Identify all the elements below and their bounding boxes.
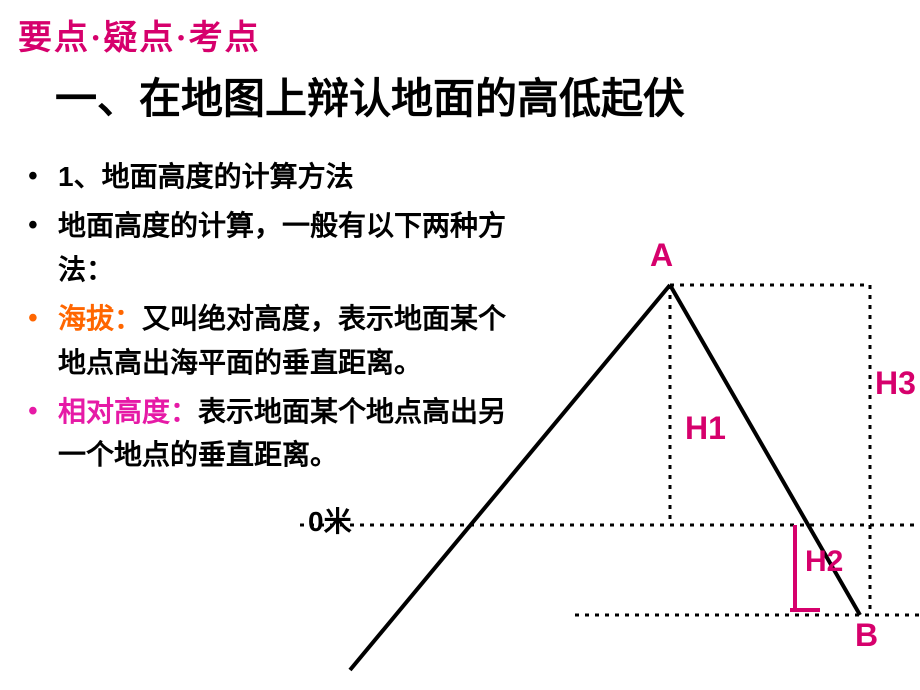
body: 地面高度的计算方法 (102, 161, 354, 192)
height-diagram: A H1 H3 H2 B 0米 (300, 215, 920, 685)
diagram-label-H2: H2 (805, 545, 843, 579)
diagram-label-H1: H1 (685, 410, 726, 447)
bullet-item: • 1、地面高度的计算方法 (28, 155, 528, 198)
slide: 要点·疑点·考点 一、在地图上辩认地面的高低起伏 • 1、地面高度的计算方法 •… (0, 0, 920, 690)
header-text: 要点·疑点·考点 (18, 10, 261, 59)
term: 1、 (58, 161, 102, 192)
diagram-line-mt-left (350, 285, 670, 670)
term: 海拔： (58, 303, 142, 334)
bullet-marker: • (28, 390, 58, 477)
term: 相对高度： (58, 396, 198, 427)
diagram-label-A: A (650, 237, 673, 274)
slide-title: 一、在地图上辩认地面的高低起伏 (55, 65, 685, 126)
bullet-marker: • (28, 155, 58, 198)
diagram-label-B: B (855, 617, 878, 654)
bullet-text: 1、地面高度的计算方法 (58, 155, 528, 198)
diagram-svg (300, 215, 920, 685)
bullet-marker: • (28, 297, 58, 384)
diagram-label-H3: H3 (875, 365, 916, 402)
diagram-label-zero: 0米 (308, 500, 352, 540)
bullet-marker: • (28, 204, 58, 291)
